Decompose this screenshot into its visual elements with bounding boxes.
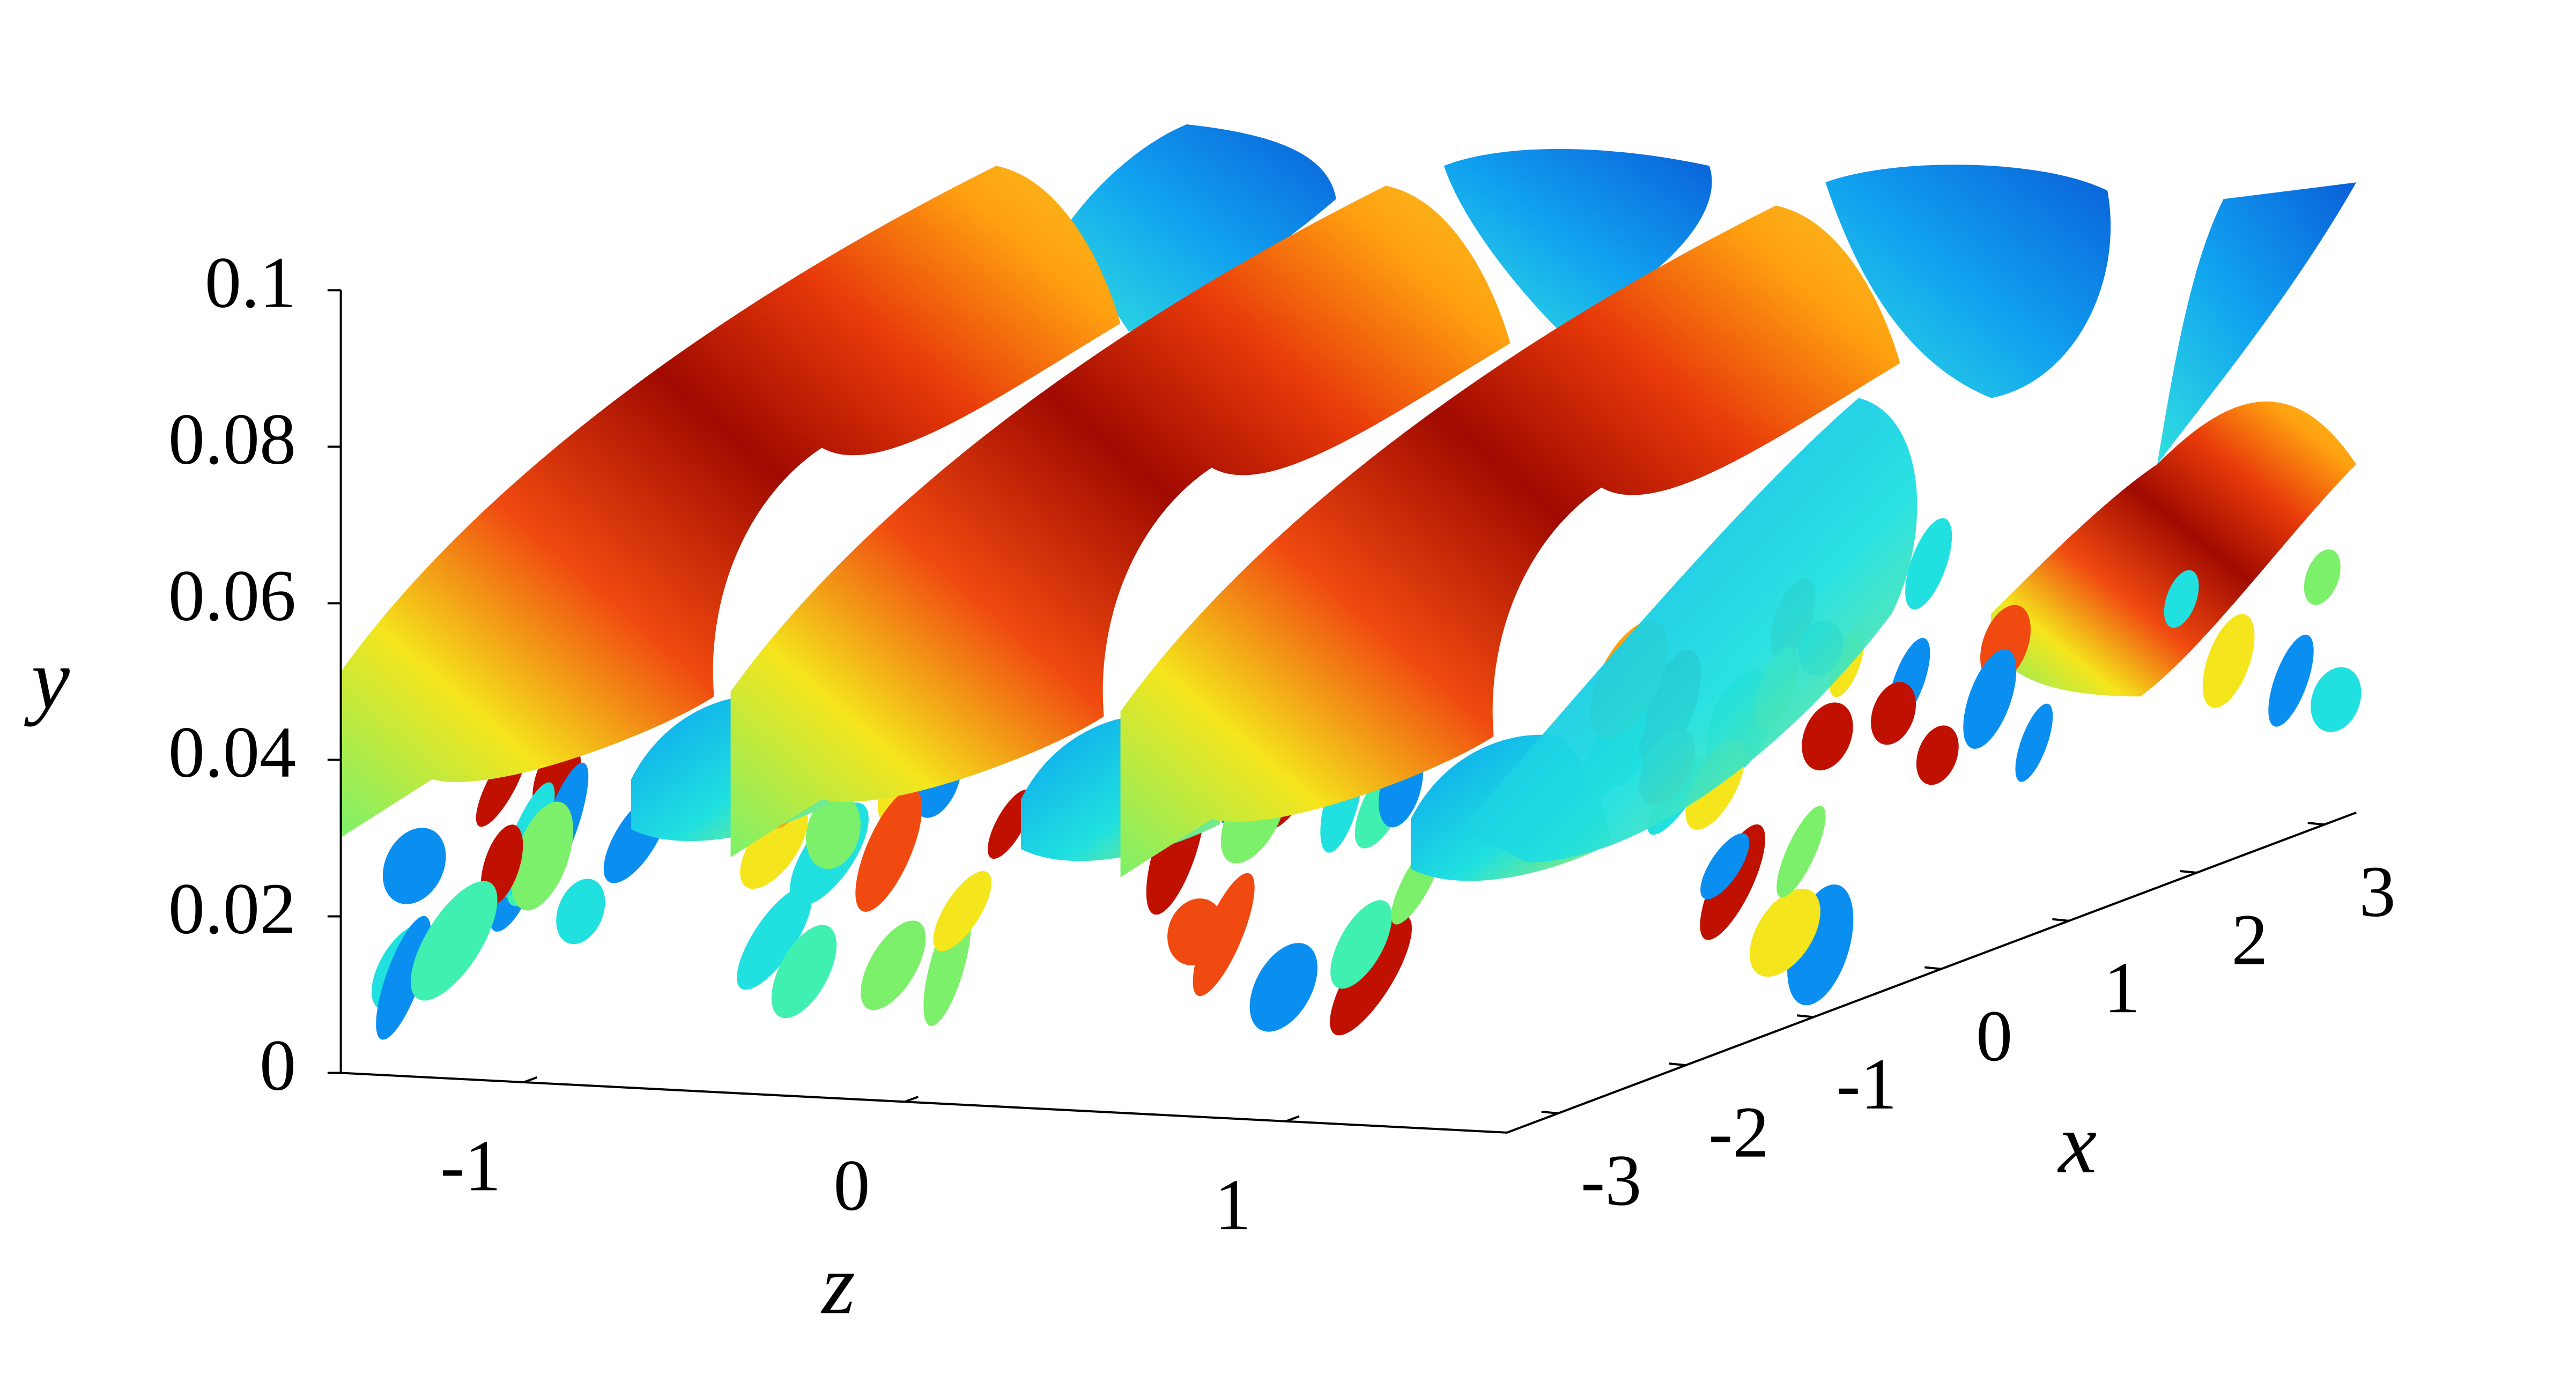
y-tick-label: 0 xyxy=(260,1025,296,1106)
x-axis-line xyxy=(1506,811,2357,1134)
y-tick-label: 0.06 xyxy=(168,556,296,636)
vortex-blob xyxy=(1249,943,1318,1032)
x-tick-label: 1 xyxy=(2104,948,2140,1028)
vortex-blob xyxy=(933,871,992,951)
x-tick xyxy=(1924,966,1942,970)
vortex-blob xyxy=(861,920,926,1010)
x-tick-label: -3 xyxy=(1581,1140,1641,1221)
x-tick xyxy=(1796,1014,1814,1018)
z-tick xyxy=(1285,1115,1300,1122)
y-axis-label: y xyxy=(24,631,70,727)
vortex-blob xyxy=(1700,824,1765,940)
z-tick xyxy=(523,1076,538,1083)
vortex-blob xyxy=(1871,682,1916,745)
x-tick xyxy=(1541,1110,1558,1114)
y-tick-label: 0.02 xyxy=(168,869,296,949)
vortex-blob xyxy=(1749,888,1820,977)
vortex-blob xyxy=(1330,914,1412,1036)
surface-decor xyxy=(340,124,2362,1040)
x-tick-label: 2 xyxy=(2231,899,2268,980)
vortex-blob xyxy=(805,794,861,869)
z-axis-line xyxy=(340,1072,1507,1134)
vortex-blob xyxy=(382,828,446,904)
vortex-blob xyxy=(2311,667,2362,732)
y-tick-label: 0.08 xyxy=(168,399,296,480)
x-tick xyxy=(1669,1062,1686,1067)
x-tick-label: 0 xyxy=(1976,996,2012,1076)
vortex-blob xyxy=(1167,898,1224,965)
y-tick-label: 0.04 xyxy=(168,712,296,793)
vortex-blob xyxy=(511,801,574,911)
vortex-blob xyxy=(2015,703,2053,782)
vortex-blob xyxy=(556,879,605,945)
vortex-blob xyxy=(737,887,812,990)
vortex-blob xyxy=(1330,900,1392,989)
vortex-blob xyxy=(2268,634,2314,727)
vortex-blob xyxy=(376,916,431,1040)
vortex-blob xyxy=(2202,614,2255,708)
vortex-blob xyxy=(1916,725,1959,785)
x-tick-label: -2 xyxy=(1708,1092,1769,1173)
z-tick-label: 0 xyxy=(833,1146,870,1226)
z-tick xyxy=(904,1096,919,1103)
vortex-blob xyxy=(1776,806,1826,898)
vortex-blob xyxy=(1963,649,2017,749)
vortex-blob xyxy=(740,804,808,889)
z-axis-label: z xyxy=(820,1237,855,1332)
vortex-blob xyxy=(1905,518,1952,609)
vortex-blob xyxy=(2304,549,2341,605)
x-tick xyxy=(2052,918,2069,922)
vortex-blob xyxy=(1802,702,1853,771)
vortex-blob xyxy=(2164,570,2199,628)
x-tick-label: -1 xyxy=(1836,1044,1897,1125)
y-tick-label: 0.1 xyxy=(205,243,296,323)
vortex-blob xyxy=(1193,873,1255,997)
vortex-blob xyxy=(855,789,922,912)
vortex-blob xyxy=(1700,833,1750,899)
x-axis-label: x xyxy=(2057,1096,2097,1191)
vortex-blob xyxy=(410,881,498,1001)
x-tick-label: 3 xyxy=(2359,852,2396,932)
x-tick xyxy=(2307,822,2325,826)
x-tick xyxy=(2180,869,2197,874)
z-tick-label: -1 xyxy=(440,1126,501,1206)
vortex-blob xyxy=(771,925,837,1018)
z-tick-label: 1 xyxy=(1215,1165,1251,1245)
